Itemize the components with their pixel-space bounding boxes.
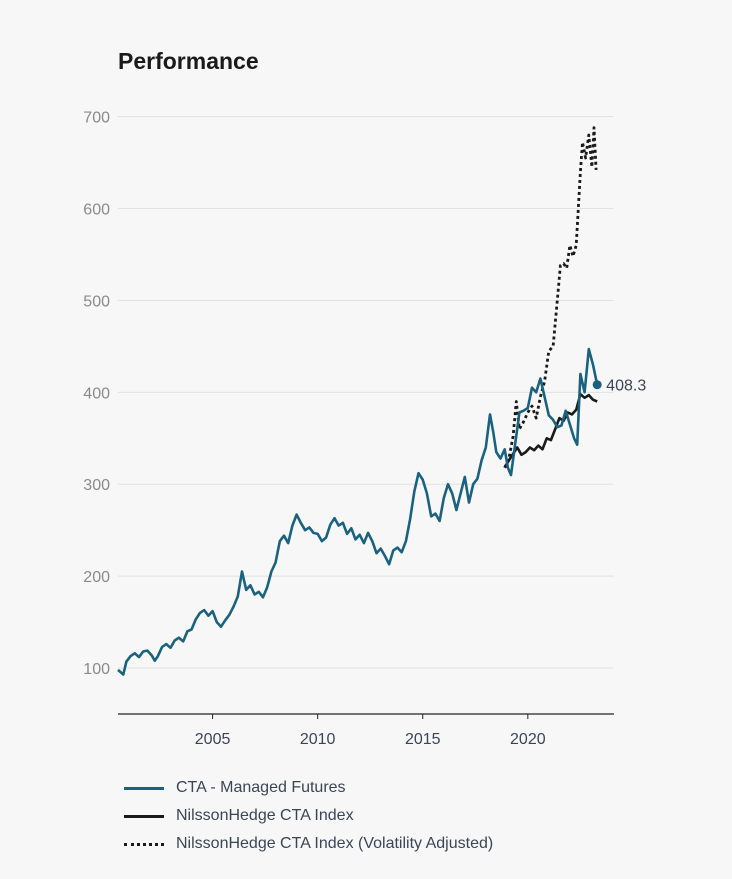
legend-swatch-solid-teal (124, 786, 164, 790)
legend-item-nilssonhedge-cta-index[interactable]: NilssonHedge CTA Index (124, 802, 493, 830)
end-point-marker (592, 380, 602, 390)
legend-label: NilssonHedge CTA Index (176, 807, 354, 824)
y-tick-label-600: 600 (83, 202, 110, 219)
legend-label: NilssonHedge CTA Index (Volatility Adjus… (176, 835, 494, 852)
y-tick-label-200: 200 (83, 569, 110, 586)
end-value-label: 408.3 (606, 378, 646, 395)
chart-title: Performance (118, 48, 259, 74)
legend-swatch-dotted-black (124, 842, 164, 846)
tick-labels: 100 200 300 400 500 600 700 2005 2010 2015 2020 408… (83, 110, 646, 748)
x-tick-label-2015: 2015 (405, 731, 441, 748)
series-line-2 (503, 126, 598, 469)
axes (118, 713, 614, 719)
y-tick-label-700: 700 (83, 110, 110, 127)
x-tick-label-2020: 2020 (510, 731, 546, 748)
grid-lines (118, 116, 614, 669)
x-tick-label-2005: 2005 (195, 731, 231, 748)
legend-label: CTA - Managed Futures (176, 779, 346, 796)
legend-swatch-solid-black (124, 814, 164, 818)
legend-item-nilssonhedge-vol-adjusted[interactable]: NilssonHedge CTA Index (Volatility Adjus… (124, 830, 493, 858)
legend-item-cta-managed-futures[interactable]: CTA - Managed Futures (124, 774, 493, 802)
x-tick-label-2010: 2010 (300, 731, 336, 748)
y-tick-label-400: 400 (83, 385, 110, 402)
series-line-0 (117, 347, 599, 676)
y-tick-label-100: 100 (83, 661, 110, 678)
series-lines (117, 126, 602, 676)
legend: CTA - Managed Futures NilssonHedge CTA I… (124, 774, 493, 858)
y-tick-label-300: 300 (83, 477, 110, 494)
series-line-1 (503, 392, 598, 469)
y-tick-label-500: 500 (83, 293, 110, 310)
